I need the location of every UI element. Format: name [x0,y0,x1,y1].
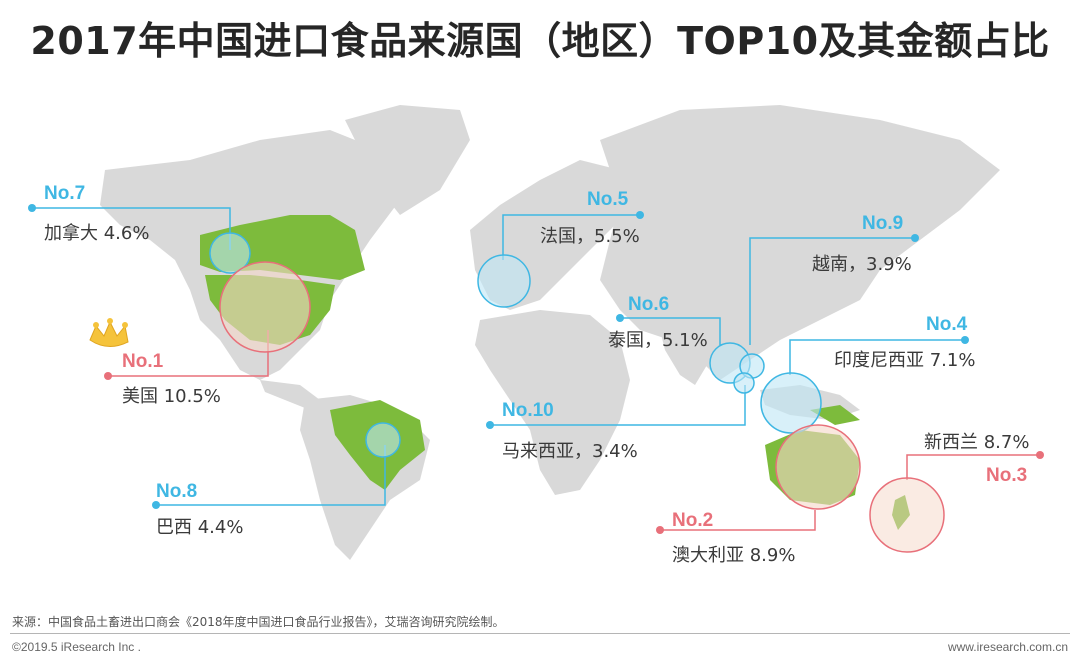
rank-label-brazil: No.8 [156,481,198,502]
land-africa [475,310,630,495]
leader-line-france [502,214,640,260]
dot-nz [1036,451,1044,459]
website-link[interactable]: www.iresearch.com.cn [947,640,1068,654]
dot-malaysia [486,421,494,429]
land-greenland [345,105,470,215]
leader-line-indonesia [789,339,965,375]
source-note: 来源：中国食品土畜进出口商会《2018年度中国进口食品行业报告》，艾瑞咨询研究院… [12,615,505,629]
leader-line-australia [660,510,816,531]
dot-indonesia [961,336,969,344]
land-asia [600,105,1000,380]
bubble-canada [209,232,251,274]
dot-canada [28,204,36,212]
rank-label-nz: No.3 [986,465,1028,486]
land-india [660,330,710,385]
rank-label-canada: No.7 [44,183,86,204]
leader-line-vietnam [749,237,915,345]
rank-label-australia: No.2 [672,510,714,531]
value-label-thailand: 泰国，5.1% [608,330,708,351]
leader-dots [28,204,1044,534]
leader-line-malaysia [490,385,746,426]
highlight-bubbles [209,232,945,553]
copyright-text: ©2019.5 iResearch Inc . [12,640,141,654]
bubble-france [477,254,531,308]
land-japan [878,210,900,260]
page-title: 2017年中国进口食品来源国（地区）TOP10及其金额占比 [30,19,1050,63]
rank-label-vietnam: No.9 [862,213,904,234]
value-label-france: 法国，5.5% [540,226,640,247]
dot-usa [104,372,112,380]
value-label-canada: 加拿大 4.6% [44,223,150,244]
rank-label-malaysia: No.10 [502,400,554,421]
crown-icon [89,318,129,347]
value-label-australia: 澳大利亚 8.9% [672,545,796,566]
bubble-australia [775,424,861,510]
leader-line-nz [906,454,1040,480]
rank-label-indonesia: No.4 [926,314,968,335]
bubble-brazil [365,422,401,458]
bubble-nz [869,477,945,553]
dot-france [636,211,644,219]
bubble-malaysia [733,372,755,394]
dot-vietnam [911,234,919,242]
leader-line-thailand [620,317,721,345]
value-label-vietnam: 越南，3.9% [812,254,912,275]
value-label-brazil: 巴西 4.4% [156,517,244,538]
rank-label-usa: No.1 [122,351,164,372]
value-label-nz: 新西兰 8.7% [924,432,1030,453]
bubble-usa [219,261,311,353]
value-label-usa: 美国 10.5% [122,386,221,407]
rank-label-thailand: No.6 [628,294,670,315]
dot-thailand [616,314,624,322]
rank-label-france: No.5 [587,189,629,210]
bubble-indonesia [760,372,822,434]
footer-divider [10,633,1070,634]
dot-brazil [152,501,160,509]
leader-line-brazil [156,445,386,506]
value-label-indonesia: 印度尼西亚 7.1% [834,350,976,371]
land-new-guinea-highlight [810,405,860,425]
value-label-malaysia: 马来西亚，3.4% [502,441,638,462]
dot-australia [656,526,664,534]
